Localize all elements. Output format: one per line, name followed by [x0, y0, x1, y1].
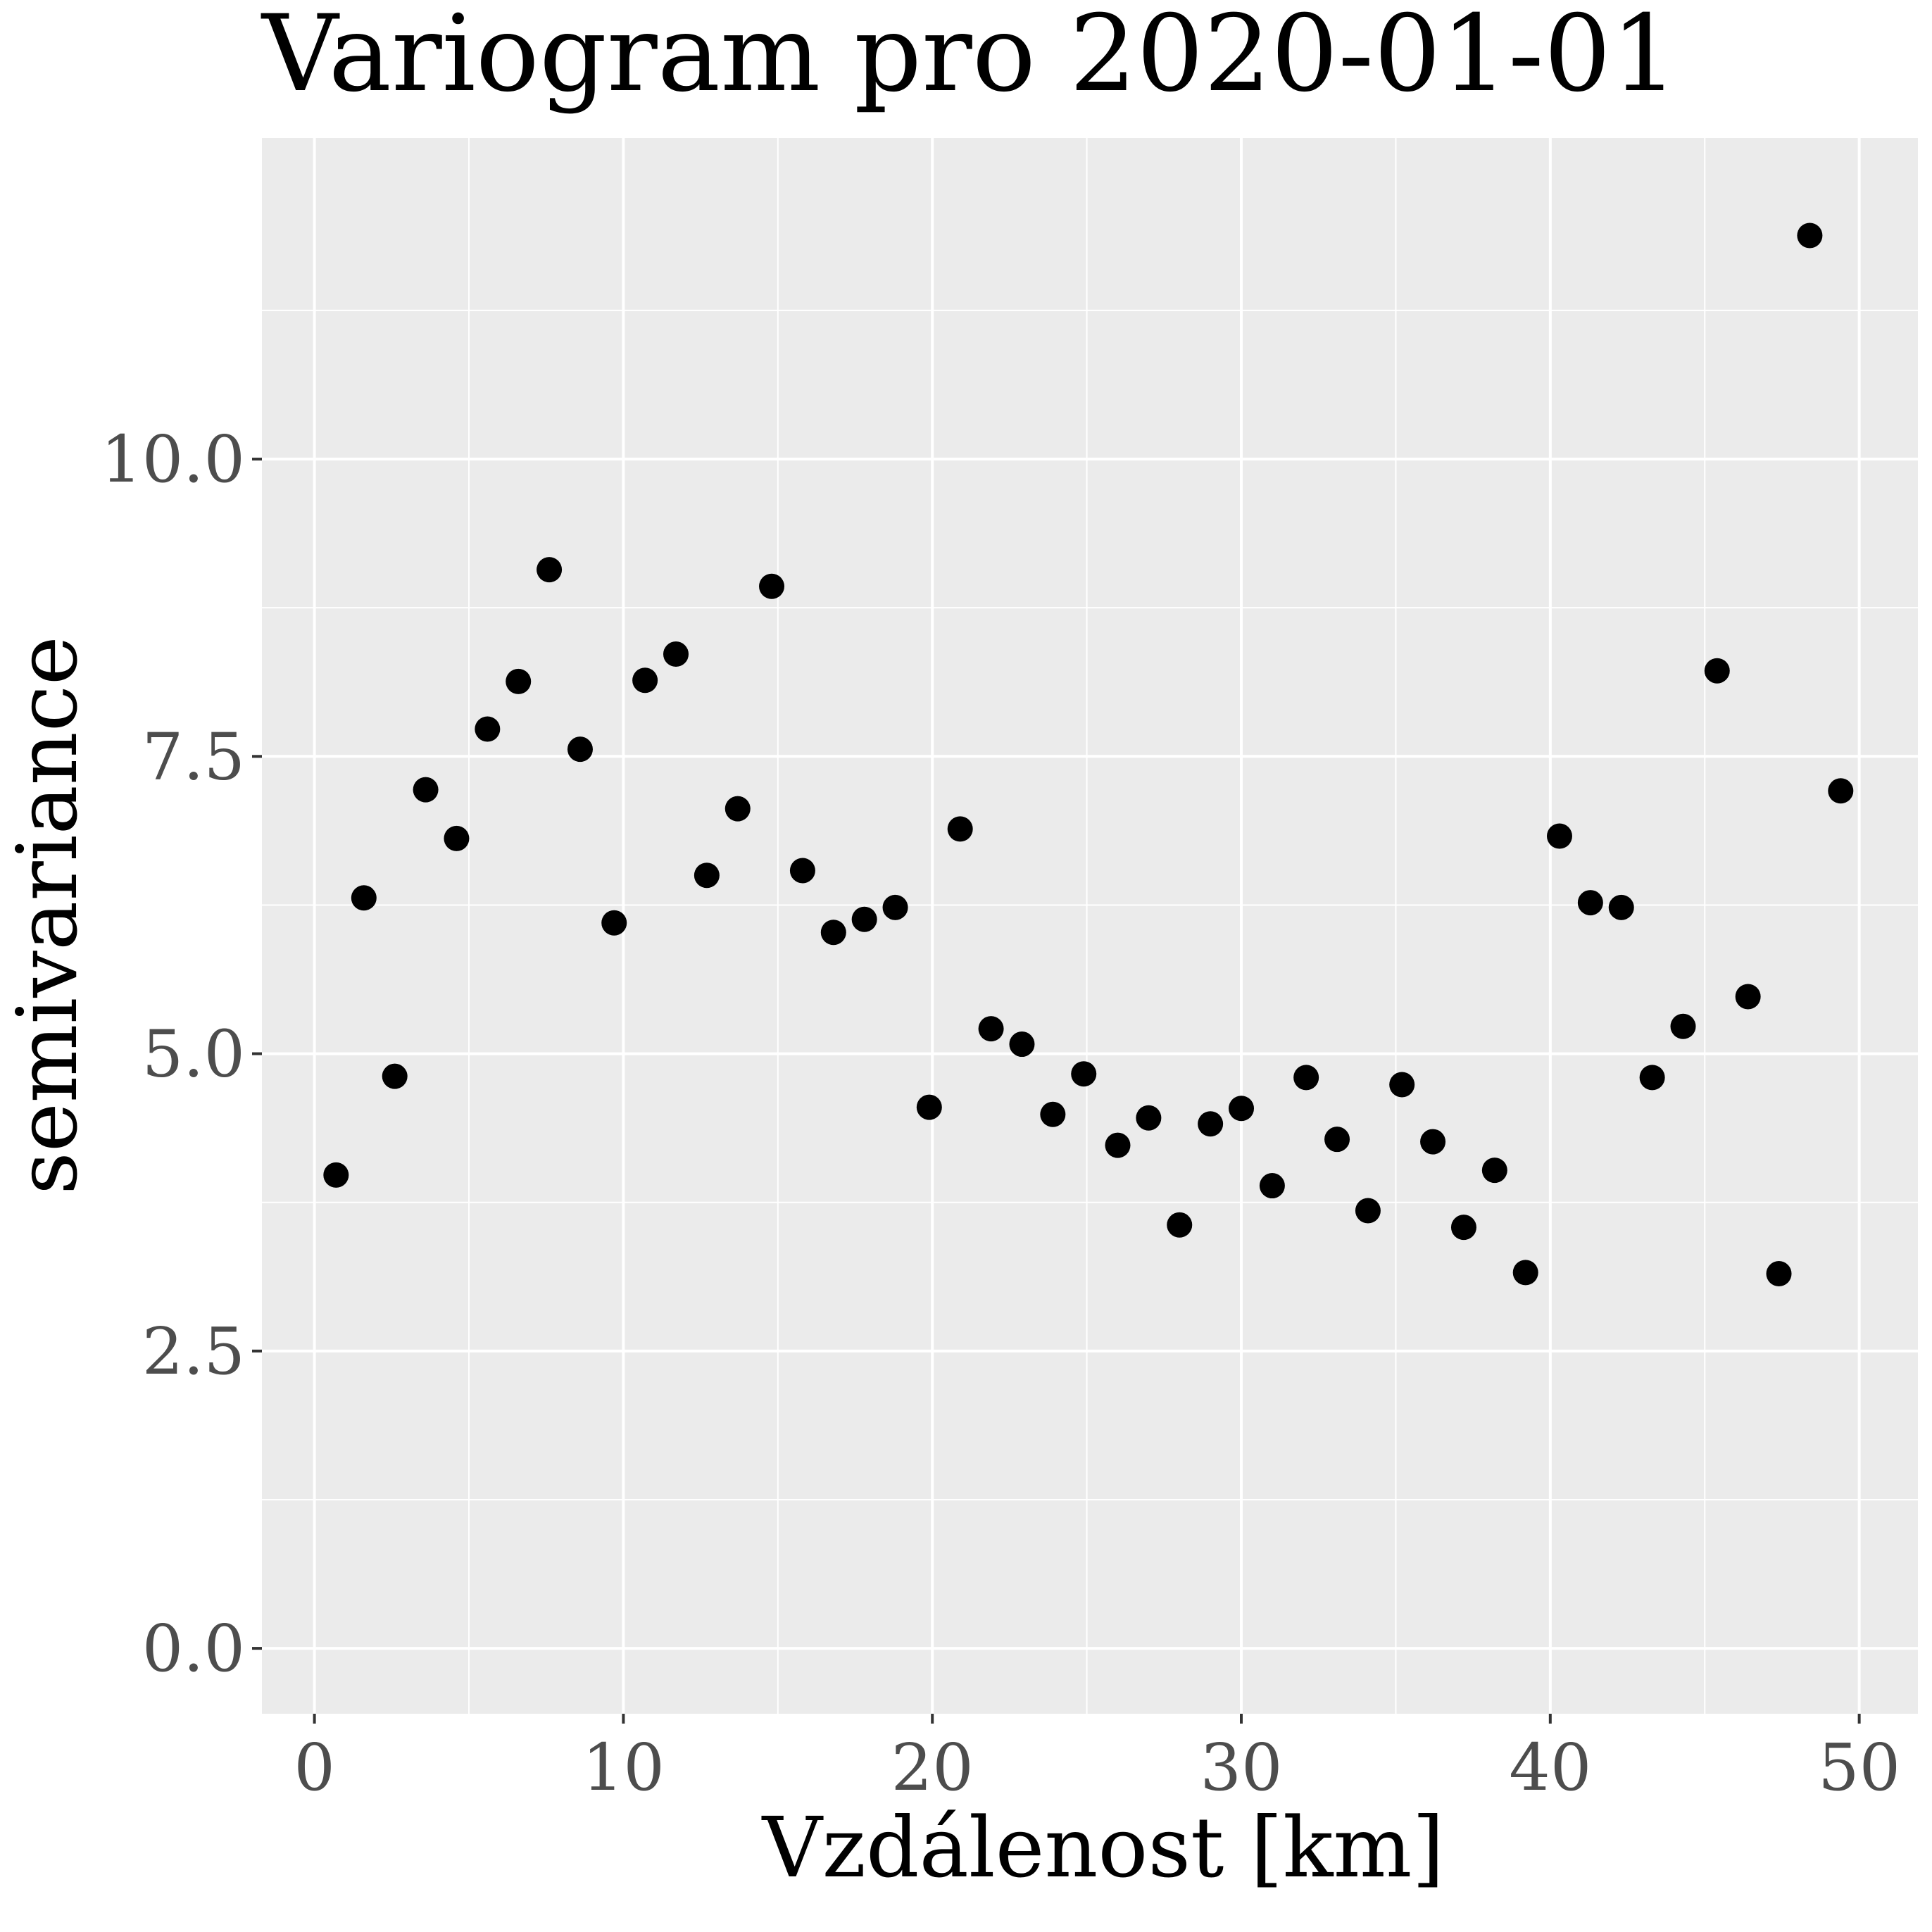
data-point	[444, 825, 470, 851]
data-point	[1512, 1260, 1538, 1286]
major-gridlines	[262, 138, 1918, 1714]
data-point	[1639, 1065, 1665, 1091]
data-point	[1136, 1105, 1162, 1131]
data-point	[882, 894, 908, 920]
y-axis-title: semivariance	[0, 636, 96, 1194]
data-point	[1009, 1031, 1035, 1058]
data-point	[537, 557, 563, 583]
data-point	[1167, 1212, 1193, 1238]
data-point	[1420, 1129, 1446, 1155]
data-point	[601, 910, 627, 936]
data-point	[947, 816, 973, 842]
data-point	[820, 920, 846, 946]
x-tick-label: 50	[1818, 1730, 1900, 1805]
x-axis-title: Vzdálenost [km]	[761, 1799, 1445, 1896]
y-tick-label: 10.0	[101, 422, 245, 497]
data-point	[1389, 1072, 1415, 1098]
axis-ticks	[252, 458, 1861, 1724]
data-point	[1670, 1013, 1696, 1039]
data-point	[1608, 894, 1634, 920]
x-tick-label: 40	[1509, 1730, 1591, 1805]
data-point	[1040, 1101, 1066, 1127]
data-point	[506, 668, 532, 694]
data-point	[1546, 823, 1572, 849]
axis-tick-labels: 0 10 20 30 40 50 0.0 2.5 5.0 7.5 10.0	[101, 422, 1900, 1805]
data-point	[632, 667, 658, 694]
y-tick-label: 7.5	[142, 719, 245, 794]
data-point	[916, 1094, 942, 1120]
data-point	[851, 906, 877, 932]
x-tick-label: 10	[582, 1730, 665, 1805]
data-point	[413, 777, 439, 803]
chart-title: Variogram pro 2020-01-01	[261, 0, 1679, 115]
data-point	[1071, 1061, 1097, 1087]
data-point	[694, 862, 720, 889]
minor-gridlines	[262, 138, 1918, 1714]
data-point	[789, 858, 815, 884]
data-points	[323, 222, 1854, 1287]
data-point	[1198, 1111, 1224, 1137]
data-point	[1577, 890, 1603, 916]
y-tick-label: 0.0	[142, 1611, 245, 1686]
plot-panel	[262, 138, 1918, 1714]
data-point	[1766, 1261, 1792, 1287]
data-point	[1324, 1127, 1350, 1153]
data-point	[1481, 1158, 1507, 1184]
data-point	[1259, 1173, 1285, 1199]
data-point	[1735, 984, 1761, 1010]
data-point	[1293, 1065, 1319, 1091]
data-point	[382, 1063, 408, 1089]
data-point	[323, 1162, 349, 1188]
data-point	[1797, 222, 1823, 249]
y-tick-label: 2.5	[142, 1314, 245, 1389]
data-point	[351, 885, 377, 911]
data-point	[475, 716, 501, 742]
data-point	[1704, 658, 1730, 684]
data-point	[978, 1016, 1004, 1042]
data-point	[1355, 1198, 1381, 1224]
data-point	[1229, 1096, 1255, 1122]
x-tick-label: 20	[891, 1730, 974, 1805]
data-point	[567, 736, 593, 763]
data-point	[663, 641, 689, 667]
y-tick-label: 5.0	[142, 1017, 245, 1092]
data-point	[1105, 1132, 1131, 1158]
data-point	[724, 796, 751, 822]
data-point	[1828, 778, 1854, 804]
data-point	[1450, 1215, 1476, 1241]
x-tick-label: 30	[1200, 1730, 1282, 1805]
x-tick-label: 0	[294, 1730, 335, 1805]
data-point	[759, 573, 785, 599]
